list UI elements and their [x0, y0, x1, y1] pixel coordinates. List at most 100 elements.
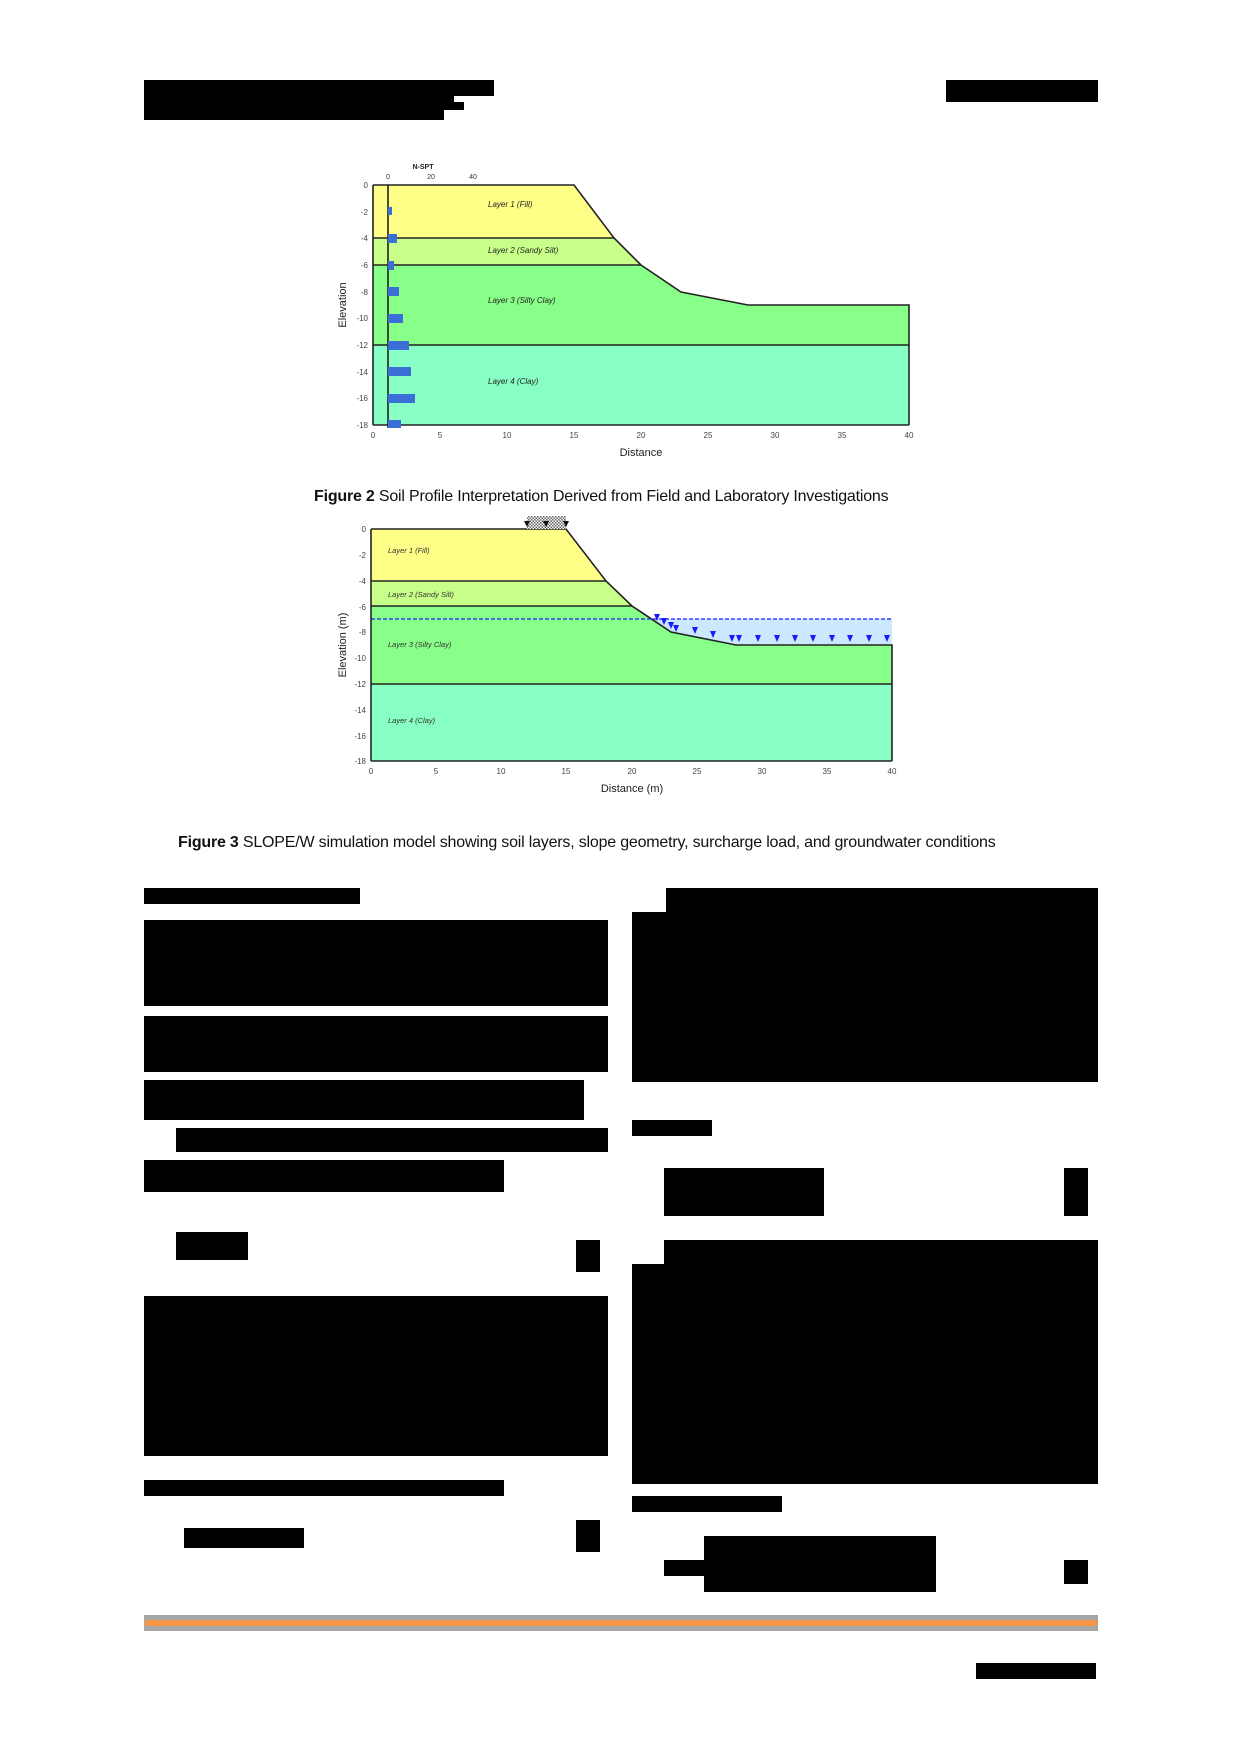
svg-text:15: 15 — [562, 767, 571, 776]
svg-text:-2: -2 — [361, 208, 369, 217]
svg-text:40: 40 — [888, 767, 897, 776]
svg-text:0: 0 — [371, 431, 376, 440]
svg-text:20: 20 — [628, 767, 637, 776]
equation-number-redaction — [576, 1240, 600, 1272]
figure-3-chart: 0 -2 -4 -6 -8 -10 -12 -14 -16 -18 0 5 10… — [337, 516, 897, 795]
svg-text:Elevation: Elevation — [337, 282, 349, 327]
equation-number-redaction — [1064, 1168, 1088, 1216]
equation-redaction — [664, 1168, 824, 1216]
svg-text:-6: -6 — [359, 603, 367, 612]
footer-rule-accent — [145, 1620, 1097, 1626]
svg-text:-10: -10 — [354, 654, 366, 663]
svg-text:N-SPT: N-SPT — [413, 164, 435, 171]
svg-text:-2: -2 — [359, 551, 367, 560]
svg-text:-8: -8 — [361, 288, 369, 297]
paragraph-redaction — [664, 1240, 1098, 1264]
footer-rule — [144, 1615, 1098, 1631]
surcharge-load — [524, 516, 569, 529]
svg-text:40: 40 — [905, 431, 914, 440]
svg-text:Elevation (m): Elevation (m) — [337, 613, 349, 678]
svg-text:0: 0 — [386, 174, 390, 181]
layer-4-clay — [373, 345, 909, 425]
spt-bars — [388, 207, 415, 428]
svg-text:Layer 2 (Sandy Silt): Layer 2 (Sandy Silt) — [388, 590, 454, 599]
paragraph-redaction — [144, 1080, 584, 1120]
section-heading-redaction — [144, 888, 360, 904]
layer-3-silty-clay — [371, 606, 892, 684]
svg-text:Distance: Distance — [620, 447, 663, 459]
header-title-redaction — [144, 102, 464, 110]
svg-text:-16: -16 — [356, 394, 368, 403]
svg-text:Layer 3 (Silty Clay): Layer 3 (Silty Clay) — [388, 640, 452, 649]
svg-text:25: 25 — [704, 431, 713, 440]
paragraph-redaction — [632, 912, 1098, 1082]
svg-text:5: 5 — [434, 767, 439, 776]
layer-1-fill — [371, 529, 606, 581]
equation-redaction — [664, 1560, 714, 1576]
layer-2-sandy-silt — [371, 581, 632, 606]
svg-text:-6: -6 — [361, 261, 369, 270]
header-right-redaction — [946, 80, 1098, 102]
layer-4-clay — [371, 684, 892, 761]
svg-text:-4: -4 — [361, 234, 369, 243]
svg-text:-8: -8 — [359, 628, 367, 637]
svg-text:30: 30 — [758, 767, 767, 776]
paragraph-redaction — [144, 1160, 504, 1192]
svg-text:30: 30 — [771, 431, 780, 440]
svg-text:-18: -18 — [354, 757, 366, 766]
header-title-redaction — [144, 110, 444, 120]
svg-text:10: 10 — [497, 767, 506, 776]
svg-text:Layer 1 (Fill): Layer 1 (Fill) — [388, 546, 430, 555]
figure-3-caption-text: SLOPE/W simulation model showing soil la… — [242, 834, 996, 851]
paragraph-redaction — [144, 1296, 608, 1456]
svg-text:Layer 1 (Fill): Layer 1 (Fill) — [488, 200, 533, 209]
layer-2-sandy-silt — [373, 238, 641, 265]
svg-text:20: 20 — [427, 174, 435, 181]
svg-text:-12: -12 — [354, 680, 366, 689]
svg-text:20: 20 — [637, 431, 646, 440]
figure-2-label: Figure 2 — [314, 488, 375, 505]
svg-text:15: 15 — [570, 431, 579, 440]
svg-text:-14: -14 — [354, 706, 366, 715]
paragraph-redaction — [176, 1128, 608, 1152]
svg-text:25: 25 — [693, 767, 702, 776]
paragraph-redaction — [632, 1264, 1098, 1484]
paragraph-redaction — [144, 920, 608, 1006]
figure-2-caption-text: Soil Profile Interpretation Derived from… — [378, 488, 889, 505]
water-pressure-arrows — [654, 614, 890, 642]
svg-text:Layer 2 (Sandy Silt): Layer 2 (Sandy Silt) — [488, 246, 559, 255]
equation-redaction — [704, 1536, 936, 1592]
paragraph-redaction — [632, 1496, 782, 1512]
figure-3-caption: Figure 3 SLOPE/W simulation model showin… — [178, 834, 996, 852]
svg-text:10: 10 — [503, 431, 512, 440]
paragraph-redaction — [144, 1480, 504, 1496]
figure-2: N-SPT 0 20 40 0 -2 -4 -6 -8 -10 -12 -14 … — [320, 155, 940, 465]
svg-text:Layer 4 (Clay): Layer 4 (Clay) — [388, 716, 436, 725]
svg-text:-16: -16 — [354, 732, 366, 741]
svg-text:-14: -14 — [356, 368, 368, 377]
figure-3-label: Figure 3 — [178, 834, 239, 851]
paragraph-redaction — [666, 888, 1098, 912]
header-title-redaction — [144, 96, 454, 102]
paragraph-redaction — [144, 1016, 608, 1072]
svg-text:-18: -18 — [356, 421, 368, 430]
page-reference-redaction — [976, 1663, 1096, 1679]
svg-text:-4: -4 — [359, 577, 367, 586]
svg-text:35: 35 — [823, 767, 832, 776]
svg-text:40: 40 — [469, 174, 477, 181]
figure-2-chart: N-SPT 0 20 40 0 -2 -4 -6 -8 -10 -12 -14 … — [337, 164, 914, 459]
paragraph-redaction — [632, 1120, 712, 1136]
svg-text:Layer 4 (Clay): Layer 4 (Clay) — [488, 377, 539, 386]
svg-text:5: 5 — [438, 431, 443, 440]
svg-text:0: 0 — [362, 525, 367, 534]
figure-2-caption: Figure 2 Soil Profile Interpretation Der… — [314, 488, 889, 506]
layer-1-fill — [373, 185, 614, 238]
equation-number-redaction — [576, 1520, 600, 1552]
svg-text:-12: -12 — [356, 341, 368, 350]
equation-redaction — [176, 1232, 248, 1260]
equation-number-redaction — [1064, 1560, 1088, 1584]
svg-text:0: 0 — [369, 767, 374, 776]
svg-text:35: 35 — [838, 431, 847, 440]
layer-3-silty-clay — [373, 265, 909, 345]
header-title-redaction — [144, 80, 494, 96]
